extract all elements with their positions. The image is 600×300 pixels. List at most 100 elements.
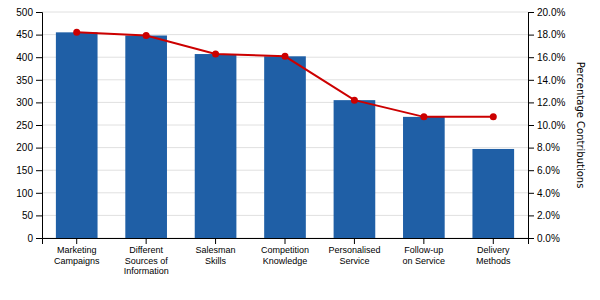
tick-label-line: Personalised (328, 245, 380, 255)
tick: CompetitionKnowledge (261, 238, 309, 266)
marker (282, 53, 289, 60)
marker (351, 97, 358, 104)
tick-label: 450 (16, 29, 33, 40)
tick-mark (493, 238, 494, 244)
tick-label-line: Marketing (57, 245, 97, 255)
axis-domain (529, 13, 535, 239)
tick-label: 400 (16, 52, 33, 63)
tick-label-line: Information (124, 266, 169, 276)
line-series (73, 29, 497, 121)
tick-label-line: Sources of (125, 256, 169, 266)
tick-mark (528, 193, 534, 194)
tick: 0.0% (528, 233, 560, 244)
tick-label: 500 (16, 7, 33, 18)
marks (56, 29, 514, 238)
tick-label: 100 (16, 188, 33, 199)
bar (56, 32, 98, 238)
tick: 6.0% (528, 165, 560, 176)
tick: 8.0% (528, 142, 560, 153)
tick-label: 250 (16, 120, 33, 131)
tick-mark (36, 148, 42, 149)
tick: 12.0% (528, 97, 565, 108)
tick-mark (285, 238, 286, 244)
tick-label: 150 (16, 165, 33, 176)
grid-line (42, 12, 528, 13)
tick-mark (36, 170, 42, 171)
tick-label: 4.0% (537, 188, 560, 199)
tick-label-line: Campaigns (54, 256, 100, 266)
tick-mark (36, 215, 42, 216)
tick: 200 (16, 142, 42, 153)
tick-mark (528, 170, 534, 171)
line (77, 32, 494, 117)
tick-mark (36, 35, 42, 36)
tick-label: 0 (27, 233, 33, 244)
tick: SalesmanSkills (196, 238, 236, 266)
tick-mark (528, 148, 534, 149)
marker (420, 113, 427, 120)
tick: 0 (27, 233, 42, 244)
plot-area: MarketingCampaigns DifferentSources ofInf… (16, 7, 586, 276)
tick: 300 (16, 97, 42, 108)
marker (143, 32, 150, 39)
tick-label: 8.0% (537, 142, 560, 153)
tick-label: 350 (16, 75, 33, 86)
tick-label: 2.0% (537, 210, 560, 221)
tick: 2.0% (528, 210, 560, 221)
tick: 150 (16, 165, 42, 176)
tick-label: SalesmanSkills (196, 245, 236, 265)
bar-series (56, 32, 514, 238)
tick: 50 (22, 210, 42, 221)
tick-mark (36, 102, 42, 103)
tick-mark (528, 35, 534, 36)
tick-mark (528, 215, 534, 216)
tick-label-line: Different (129, 245, 163, 255)
tick-mark (528, 57, 534, 58)
tick-label: 14.0% (537, 75, 565, 86)
tick-label: CompetitionKnowledge (261, 245, 309, 265)
tick: DifferentSources ofInformation (124, 238, 169, 276)
tick-mark (36, 12, 42, 13)
tick-label-line: Skills (205, 256, 227, 266)
x-axis: MarketingCampaigns DifferentSources ofInf… (43, 238, 529, 276)
tick-label-line: Delivery (477, 245, 510, 255)
bar (125, 36, 167, 238)
tick: 4.0% (528, 188, 560, 199)
tick: 18.0% (528, 29, 565, 40)
tick: MarketingCampaigns (54, 238, 100, 266)
tick-mark (36, 193, 42, 194)
tick: 100 (16, 188, 42, 199)
tick: Follow-upon Service (403, 238, 446, 266)
tick: 20.0% (528, 7, 565, 18)
bar (264, 56, 306, 238)
tick-label: 12.0% (537, 97, 565, 108)
tick: 14.0% (528, 75, 565, 86)
tick-label-line: Service (339, 256, 369, 266)
tick: 16.0% (528, 52, 565, 63)
tick-label: 50 (22, 210, 34, 221)
tick-mark (528, 102, 534, 103)
tick-mark (146, 238, 147, 244)
tick-label: 10.0% (537, 120, 565, 131)
y2-axis: 0.0% 2.0% 4.0% 6.0% 8.0% 10.0% 12.0% 14.0% 16.0%… (528, 7, 565, 244)
tick-label: 6.0% (537, 165, 560, 176)
grid (42, 12, 528, 238)
tick-label: 0.0% (537, 233, 560, 244)
tick-label: Follow-upon Service (403, 245, 446, 265)
tick-mark (36, 238, 42, 239)
tick: 350 (16, 75, 42, 86)
tick-mark (528, 12, 534, 13)
tick: 250 (16, 120, 42, 131)
tick-mark (528, 238, 534, 239)
tick-mark (36, 57, 42, 58)
marker (73, 29, 80, 36)
marker (212, 51, 219, 58)
tick-label-line: Methods (476, 256, 511, 266)
marker (490, 113, 497, 120)
tick-label-line: Knowledge (263, 256, 308, 266)
tick-mark (354, 238, 355, 244)
bar (403, 117, 445, 238)
y-axis: 0 50 100 150 200 250 300 350 400 450 500 (16, 7, 42, 244)
tick: 400 (16, 52, 42, 63)
tick-label-line: Competition (261, 245, 309, 255)
